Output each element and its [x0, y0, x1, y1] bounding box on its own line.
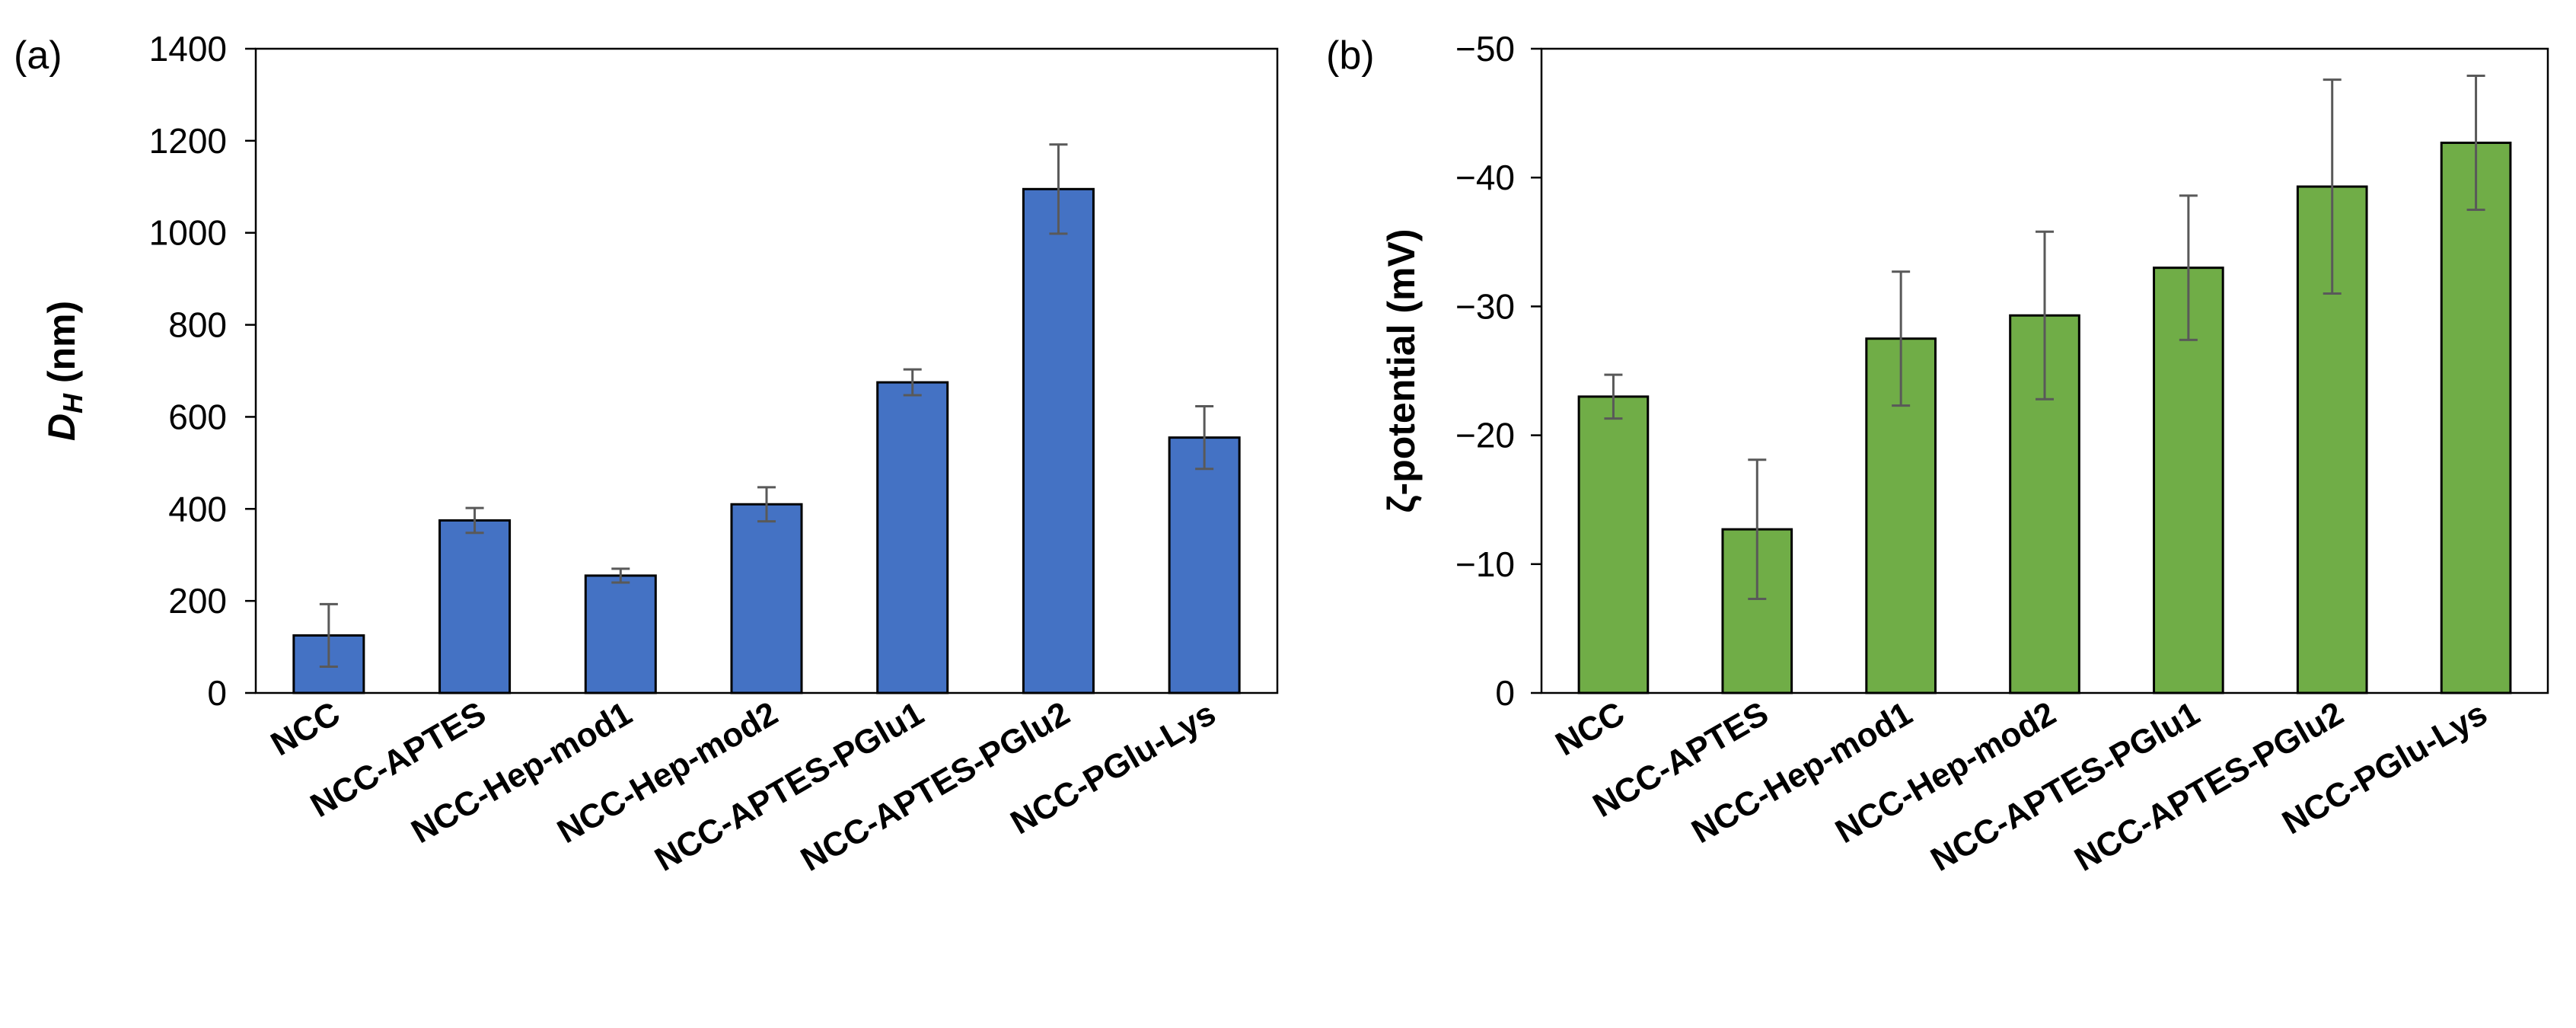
- category-label: NCC: [1549, 694, 1631, 763]
- y-axis-title-symbol: D: [40, 413, 83, 441]
- y-tick-label: −50: [1455, 29, 1515, 69]
- y-tick-label: 200: [168, 581, 227, 621]
- y-tick-label: 1400: [149, 29, 227, 69]
- bar: [730, 503, 803, 694]
- y-tick-label: −40: [1455, 158, 1515, 197]
- panel-label: (b): [1326, 34, 1375, 78]
- y-tick-label: −20: [1455, 416, 1515, 455]
- category-label: NCC-APTES-PGlu1: [1924, 694, 2206, 879]
- bar: [1577, 395, 1650, 694]
- y-tick-label: 400: [168, 489, 227, 528]
- panel-label: (a): [14, 34, 62, 78]
- y-tick-label: 0: [1495, 673, 1515, 713]
- y-axis-title: ζ-potential (mV): [1380, 229, 1423, 513]
- category-label: NCC-APTES-PGlu2: [2068, 694, 2350, 879]
- y-tick-label: 600: [168, 397, 227, 436]
- y-tick-label: −10: [1455, 544, 1515, 584]
- y-tick-label: 1200: [149, 121, 227, 161]
- y-tick-label: −30: [1455, 286, 1515, 326]
- panel-a-chart: 0200400600800100012001400NCCNCC-APTESNCC…: [14, 29, 1279, 879]
- y-axis-title-subscript: H: [57, 393, 88, 413]
- y-tick-label: 800: [168, 305, 227, 345]
- bar: [2440, 142, 2512, 694]
- bar: [584, 574, 657, 694]
- y-axis-title-unit: (nm): [40, 301, 83, 394]
- bar: [292, 634, 365, 694]
- bar: [1022, 187, 1095, 694]
- category-label: NCC-APTES-PGlu2: [795, 694, 1076, 879]
- y-tick-label: 1000: [149, 213, 227, 253]
- category-label: NCC: [265, 694, 346, 763]
- bar: [1168, 436, 1241, 694]
- bar: [876, 381, 949, 694]
- category-label: NCC-APTES-PGlu1: [649, 694, 930, 879]
- y-tick-label: 0: [207, 673, 227, 713]
- y-axis-title: DH (nm): [40, 301, 88, 441]
- bar: [438, 519, 512, 694]
- panel-b-chart: 0−10−20−30−40−50NCCNCC-APTESNCC-Hep-mod1…: [1326, 29, 2549, 879]
